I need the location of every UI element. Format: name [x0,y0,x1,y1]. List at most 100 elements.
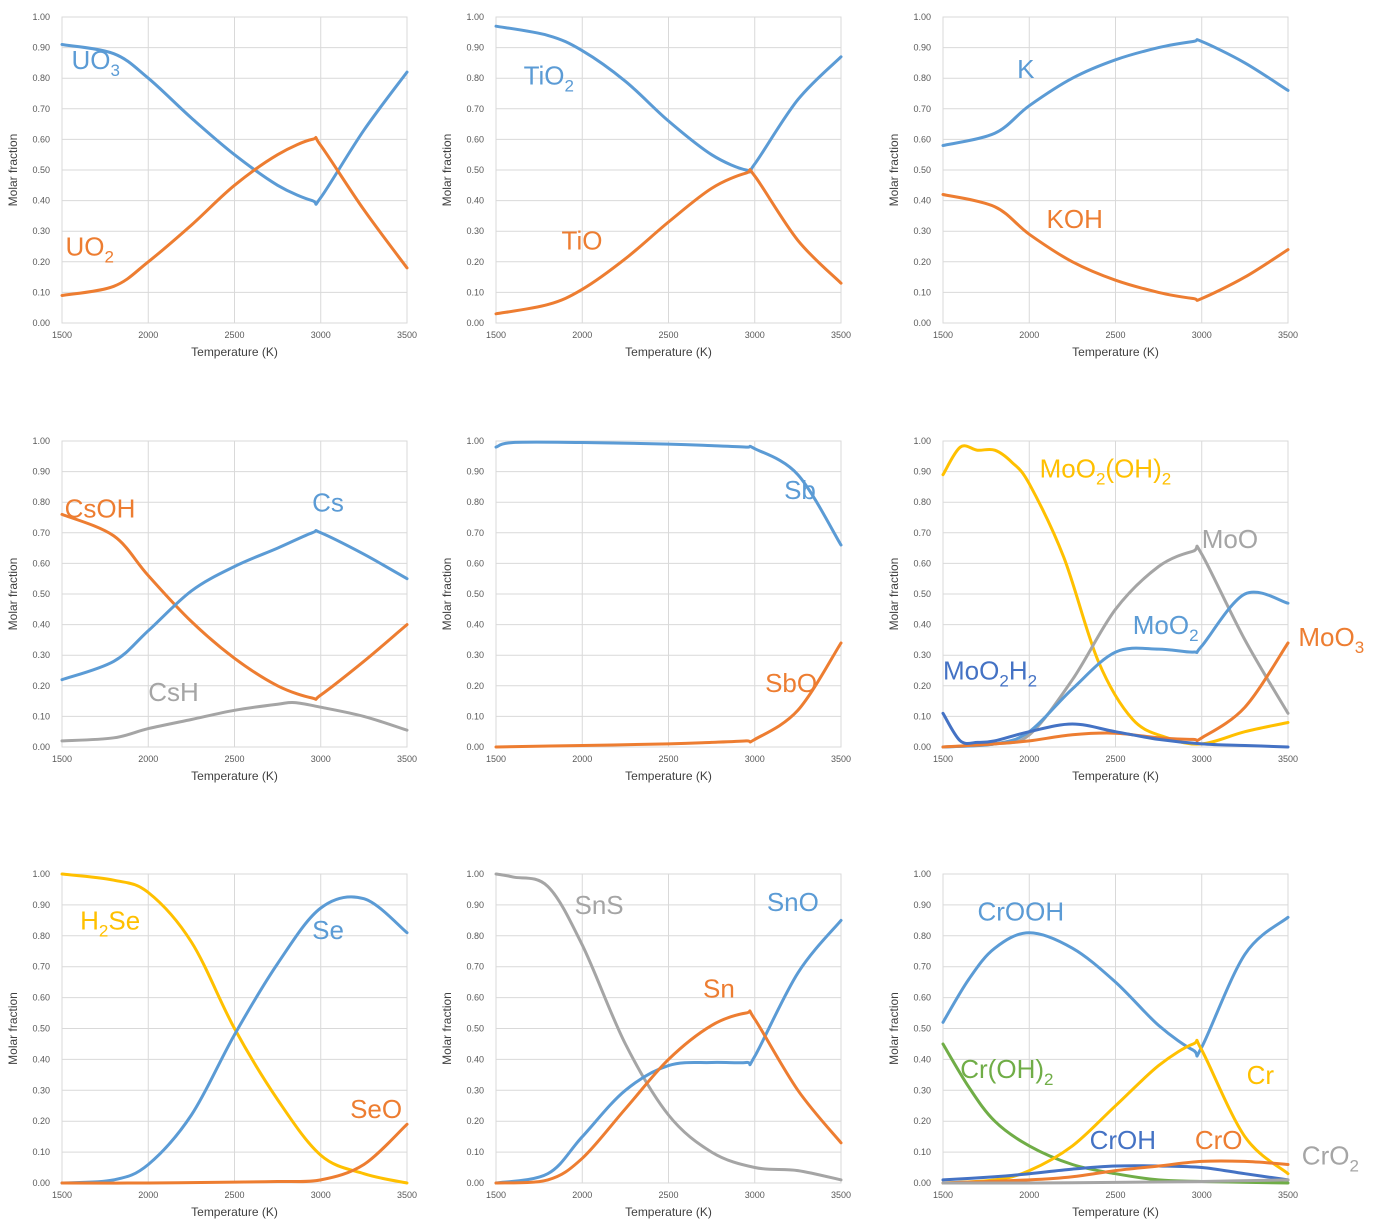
x-axis-label: Temperature (K) [1072,769,1159,783]
series-line-sbo [494,641,843,749]
x-tick-label: 3000 [745,1190,765,1200]
series-line-moo2h2 [941,711,1290,749]
y-tick-label: 0.90 [32,467,50,477]
y-tick-label: 1.00 [466,869,484,879]
series-label-crooh: CrOOH [978,896,1065,926]
y-tick-label: 0.00 [466,742,484,752]
y-tick-label: 0.70 [913,528,931,538]
x-tick-label: 2500 [224,754,244,764]
y-tick-label: 0.60 [32,558,50,568]
series-line-h2se [60,872,409,1185]
y-tick-label: 0.50 [913,165,931,175]
y-tick-label: 0.60 [913,558,931,568]
y-tick-label: 0.90 [466,467,484,477]
y-tick-label: 0.00 [466,1178,484,1188]
y-axis-label: Molar fraction [6,134,20,207]
y-tick-label: 0.20 [913,1116,931,1126]
y-tick-label: 0.10 [466,1147,484,1157]
y-tick-label: 0.40 [32,620,50,630]
x-tick-label: 2500 [224,330,244,340]
y-tick-label: 0.50 [466,589,484,599]
series-label-sb: Sb [784,475,816,505]
y-tick-label: 0.60 [32,134,50,144]
series-label-tio2: TiO2 [524,60,574,95]
y-tick-label: 0.70 [32,104,50,114]
y-tick-label: 0.60 [32,993,50,1003]
y-tick-label: 0.60 [913,993,931,1003]
y-tick-label: 0.70 [466,104,484,114]
y-tick-label: 1.00 [466,12,484,22]
x-tick-label: 3000 [311,1190,331,1200]
x-tick-label: 3000 [1192,1190,1212,1200]
x-tick-label: 3000 [1192,330,1212,340]
y-tick-label: 0.20 [466,1116,484,1126]
plot-area [61,440,408,748]
y-tick-label: 0.80 [466,73,484,83]
series-line-cro2 [941,1178,1290,1185]
y-axis-label: Molar fraction [440,992,454,1065]
series-label-csoh: CsOH [65,494,136,524]
series-label-csh: CsH [148,677,199,707]
y-tick-label: 0.90 [466,43,484,53]
y-tick-label: 0.10 [32,287,50,297]
series-label-cs: Cs [312,487,344,517]
y-tick-label: 0.10 [466,287,484,297]
y-tick-label: 0.50 [32,589,50,599]
y-tick-label: 0.70 [32,962,50,972]
series-line-koh [941,193,1290,302]
series-line-tio2 [494,24,843,174]
y-tick-label: 0.80 [32,73,50,83]
series-line-crooh [941,915,1290,1058]
y-tick-label: 1.00 [32,12,50,22]
x-tick-label: 3000 [1192,754,1212,764]
series-label-koh: KOH [1047,204,1103,234]
series-label-moo2h2: MoO2H2 [943,656,1037,691]
y-tick-label: 1.00 [32,869,50,879]
x-axis-label: Temperature (K) [191,345,278,359]
y-tick-label: 0.30 [913,650,931,660]
x-tick-label: 2000 [138,330,158,340]
x-tick-label: 1500 [933,754,953,764]
y-tick-label: 0.10 [32,711,50,721]
x-tick-label: 2500 [658,330,678,340]
y-tick-label: 0.90 [913,467,931,477]
y-tick-label: 0.20 [913,257,931,267]
x-tick-label: 1500 [52,1190,72,1200]
x-tick-label: 2500 [1105,1190,1125,1200]
series-line-cs [60,529,409,682]
y-tick-label: 0.30 [913,1085,931,1095]
y-tick-label: 0.70 [913,104,931,114]
x-tick-label: 2000 [138,1190,158,1200]
series-label-moo2: MoO2 [1133,610,1199,645]
series-label-se: Se [312,915,344,945]
y-axis-label: Molar fraction [887,558,901,631]
x-tick-label: 2000 [138,754,158,764]
x-tick-label: 2000 [1019,754,1039,764]
x-tick-label: 1500 [52,754,72,764]
y-tick-label: 0.80 [466,931,484,941]
x-tick-label: 3500 [397,1190,417,1200]
x-tick-label: 3000 [311,754,331,764]
series-line-se [60,895,409,1185]
chart-panel-4: 0.00 0.10 0.20 0.30 0.40 0.50 0.60 0.70 0.80 0.90… [6,436,417,783]
y-tick-label: 0.40 [32,1054,50,1064]
y-tick-label: 0.10 [32,1147,50,1157]
x-axis-label: Temperature (K) [625,345,712,359]
series-line-uo2 [60,136,409,297]
y-tick-label: 0.30 [913,226,931,236]
y-tick-label: 1.00 [913,869,931,879]
plot-area [942,440,1289,748]
x-tick-label: 3500 [1278,754,1298,764]
x-tick-label: 2000 [572,754,592,764]
y-tick-label: 0.50 [913,1024,931,1034]
x-tick-label: 2000 [1019,1190,1039,1200]
series-label-cr: Cr [1247,1060,1275,1090]
x-tick-label: 3500 [397,330,417,340]
x-tick-label: 2000 [572,1190,592,1200]
y-tick-label: 0.30 [466,226,484,236]
y-tick-label: 0.30 [32,1085,50,1095]
x-tick-label: 1500 [486,1190,506,1200]
y-tick-label: 0.10 [913,287,931,297]
series-line-k [941,38,1290,147]
y-axis-label: Molar fraction [440,134,454,207]
